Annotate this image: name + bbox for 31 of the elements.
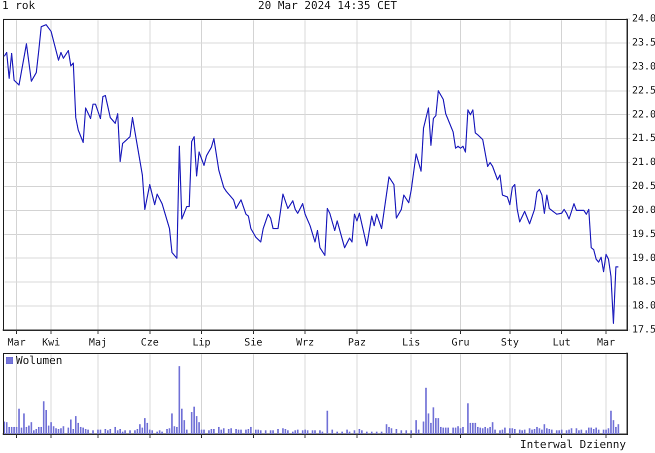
x-tick-label: Lut <box>552 338 571 349</box>
x-tick-label: Maj <box>88 338 107 349</box>
y-tick-label: 21.5 <box>632 133 655 144</box>
y-tick-label: 21.0 <box>632 157 655 168</box>
x-tick-label: Mar <box>8 338 26 349</box>
x-tick-label: Gru <box>451 338 470 349</box>
y-tick-label: 20.0 <box>632 204 655 216</box>
x-tick-label: Wrz <box>296 338 314 349</box>
x-tick-label: Sie <box>244 338 262 349</box>
y-tick-label: 22.0 <box>632 109 655 120</box>
x-tick-label: Cze <box>140 338 159 349</box>
x-tick-label: Paz <box>348 338 366 349</box>
y-tick-label: 24.0 <box>632 14 655 25</box>
legend-label: Wolumen <box>16 354 62 367</box>
x-tick-label: Mar <box>597 338 616 349</box>
y-tick-label: 23.5 <box>632 38 655 49</box>
x-tick-label: Sty <box>500 338 519 349</box>
y-tick-label: 18.0 <box>632 300 655 312</box>
y-tick-label: 22.5 <box>632 85 655 96</box>
x-tick-label: Lis <box>402 338 420 349</box>
y-tick-label: 18.5 <box>632 276 655 288</box>
text: 20 Mar 2024 14:35 CET <box>258 0 398 12</box>
x-tick-label: Kwi <box>42 338 60 349</box>
text: Interwal Dzienny <box>520 438 626 451</box>
chart-title: 1 rok <box>2 0 36 12</box>
y-tick-label: 17.5 <box>632 324 655 336</box>
y-tick-label: 23.0 <box>632 61 655 72</box>
y-tick-label: 20.5 <box>632 181 655 192</box>
y-tick-label: 19.0 <box>632 252 655 264</box>
y-tick-label: 19.5 <box>632 228 655 240</box>
x-tick-label: Lip <box>192 338 211 349</box>
